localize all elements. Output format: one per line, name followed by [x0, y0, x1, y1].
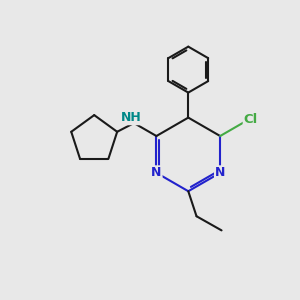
Text: N: N — [215, 166, 225, 179]
Text: NH: NH — [121, 111, 142, 124]
Text: N: N — [151, 166, 162, 179]
Text: Cl: Cl — [244, 113, 258, 126]
